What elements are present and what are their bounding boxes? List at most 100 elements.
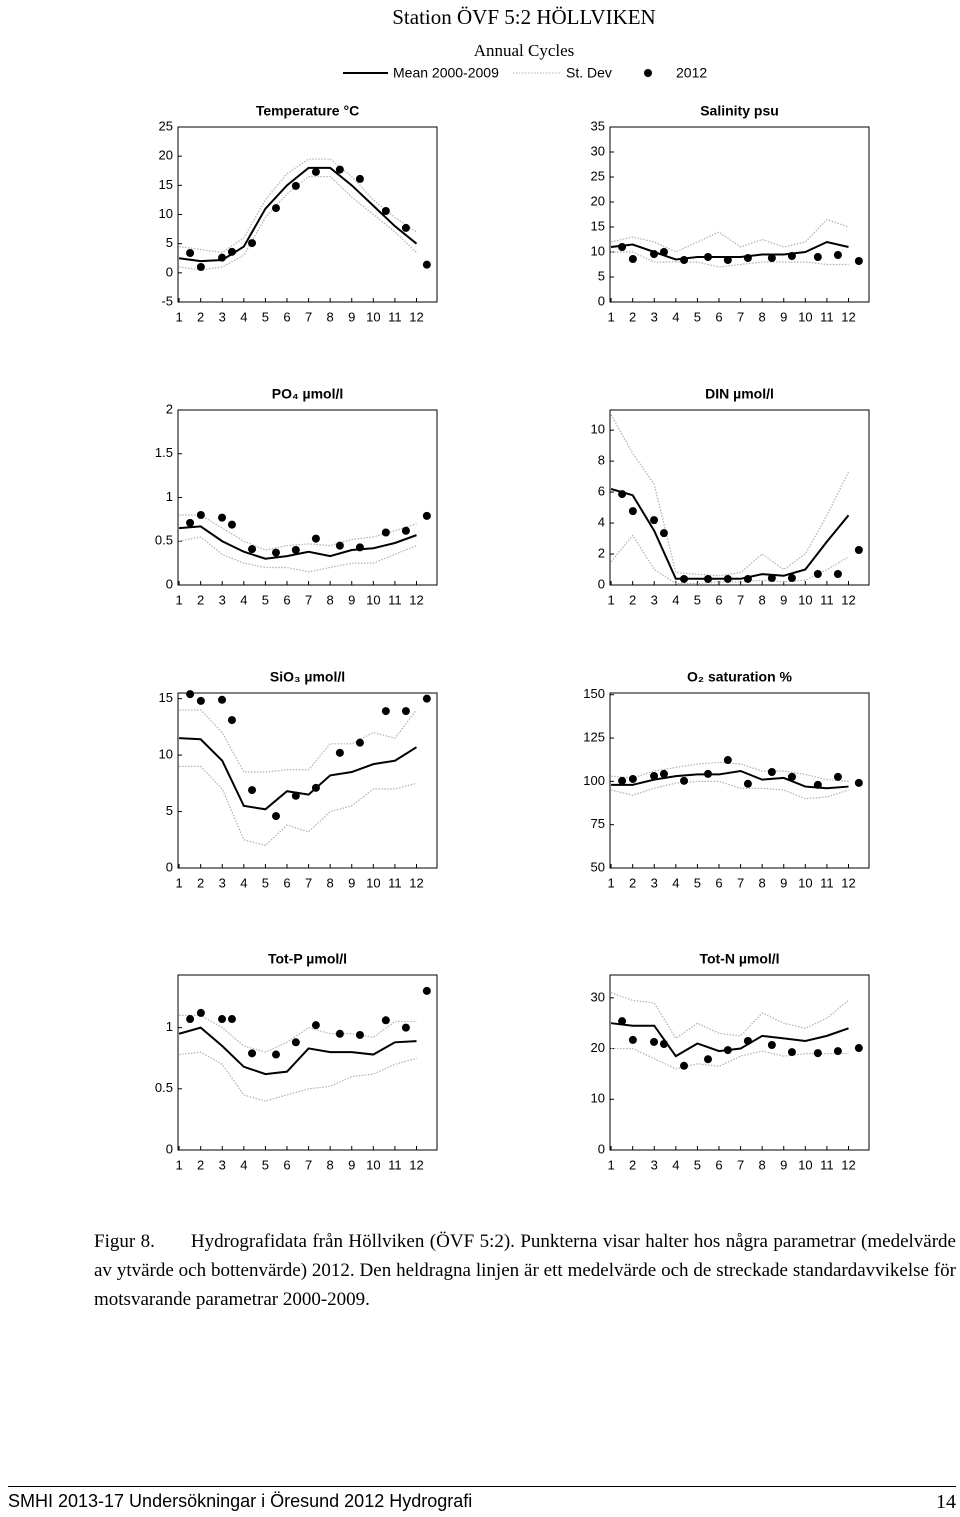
- x-tick-label: 5: [694, 309, 701, 324]
- data-point: [311, 1021, 320, 1030]
- data-point: [381, 207, 390, 215]
- data-point: [703, 769, 712, 778]
- y-tick-label: 0: [166, 1141, 173, 1156]
- data-point: [650, 516, 659, 525]
- y-tick-label: 20: [591, 193, 605, 208]
- x-tick-label: 4: [240, 1157, 247, 1172]
- data-point: [311, 167, 320, 176]
- data-point: [401, 1023, 410, 1032]
- plot-frame: [609, 692, 870, 869]
- data-point: [227, 520, 236, 529]
- y-tick-label: 30: [591, 989, 605, 1004]
- plot-frame: [177, 409, 438, 586]
- x-tick-label: 12: [841, 875, 855, 890]
- data-point: [401, 707, 410, 716]
- x-tick-label: 12: [409, 592, 423, 607]
- mean-line: [178, 1026, 417, 1076]
- data-point: [659, 529, 668, 538]
- data-point: [196, 696, 205, 705]
- y-tick-label: 25: [591, 168, 605, 183]
- x-tick-label: 3: [651, 1157, 658, 1172]
- x-tick-label: 11: [820, 592, 834, 607]
- x-tick-label: 11: [388, 1157, 402, 1172]
- data-point: [335, 541, 344, 550]
- x-tick-label: 8: [759, 592, 766, 607]
- y-tick-label: 5: [166, 803, 173, 818]
- plot-frame: [177, 974, 438, 1151]
- x-tick-label: 10: [798, 1157, 812, 1172]
- data-point: [186, 518, 195, 527]
- y-tick-label: 20: [591, 1040, 605, 1055]
- data-point: [618, 1017, 627, 1026]
- x-tick-label: 4: [672, 592, 679, 607]
- data-point: [401, 526, 410, 535]
- y-tick-label: 0.5: [155, 533, 173, 548]
- data-point: [355, 738, 364, 747]
- x-tick-label: 1: [175, 1157, 182, 1172]
- plot-frame: [609, 974, 870, 1151]
- data-point: [355, 1030, 364, 1039]
- x-tick-label: 4: [240, 309, 247, 324]
- y-tick-label: 4: [598, 514, 605, 529]
- y-tick-label: 0: [166, 859, 173, 874]
- stdev-line: [610, 414, 850, 577]
- legend-label: 2012: [676, 65, 707, 81]
- data-point: [854, 546, 863, 554]
- x-tick-label: 4: [672, 875, 679, 890]
- x-tick-label: 3: [219, 875, 226, 890]
- x-tick-label: 12: [841, 592, 855, 607]
- caption-text: Hydrografidata från Höllviken (ÖVF 5:2).…: [94, 1231, 956, 1310]
- x-tick-label: 6: [283, 592, 290, 607]
- data-point: [335, 1029, 344, 1038]
- data-point: [248, 786, 257, 795]
- x-tick-label: 2: [197, 592, 204, 607]
- x-tick-label: 7: [305, 1157, 312, 1172]
- x-tick-label: 7: [305, 592, 312, 607]
- data-point: [767, 1041, 776, 1049]
- x-tick-label: 7: [305, 875, 312, 890]
- data-point: [833, 1047, 842, 1056]
- x-tick-label: 7: [737, 1157, 744, 1172]
- x-tick-label: 10: [366, 592, 380, 607]
- data-point: [787, 772, 796, 781]
- page-footer: SMHI 2013-17 Undersökningar i Öresund 20…: [8, 1486, 956, 1514]
- data-point: [422, 986, 431, 995]
- plot-frame: [609, 126, 870, 303]
- data-point: [218, 513, 227, 522]
- data-point: [248, 239, 257, 248]
- y-tick-label: 15: [159, 177, 173, 192]
- data-point: [650, 250, 659, 258]
- x-tick-label: 3: [651, 309, 658, 324]
- x-tick-label: 2: [629, 592, 636, 607]
- x-tick-label: 5: [262, 309, 269, 324]
- x-tick-label: 11: [820, 875, 834, 890]
- data-point: [227, 716, 236, 725]
- legend-label: Mean 2000-2009: [393, 65, 499, 81]
- x-tick-label: 6: [283, 1157, 290, 1172]
- data-point: [227, 247, 236, 256]
- stdev-line: [179, 1014, 417, 1053]
- page-number: 14: [936, 1491, 956, 1513]
- x-tick-label: 8: [759, 309, 766, 324]
- x-tick-label: 9: [780, 875, 787, 890]
- data-point: [723, 574, 732, 583]
- plot-frame: [177, 126, 438, 303]
- stdev-line: [179, 514, 417, 551]
- data-point: [743, 574, 752, 583]
- data-point: [271, 1050, 280, 1059]
- data-point: [813, 1049, 822, 1058]
- data-point: [723, 1046, 732, 1055]
- y-tick-label: 50: [591, 859, 605, 874]
- y-tick-label: 10: [159, 747, 173, 762]
- data-point: [381, 528, 390, 537]
- x-tick-label: 5: [694, 592, 701, 607]
- x-tick-label: 7: [737, 875, 744, 890]
- data-point: [833, 251, 842, 259]
- data-point: [218, 1015, 227, 1024]
- y-tick-label: 6: [598, 484, 605, 499]
- data-point: [271, 548, 280, 557]
- y-tick-label: 10: [591, 1091, 605, 1106]
- legend-label: St. Dev: [566, 65, 612, 81]
- x-tick-label: 9: [348, 875, 355, 890]
- y-tick-label: -5: [161, 293, 173, 308]
